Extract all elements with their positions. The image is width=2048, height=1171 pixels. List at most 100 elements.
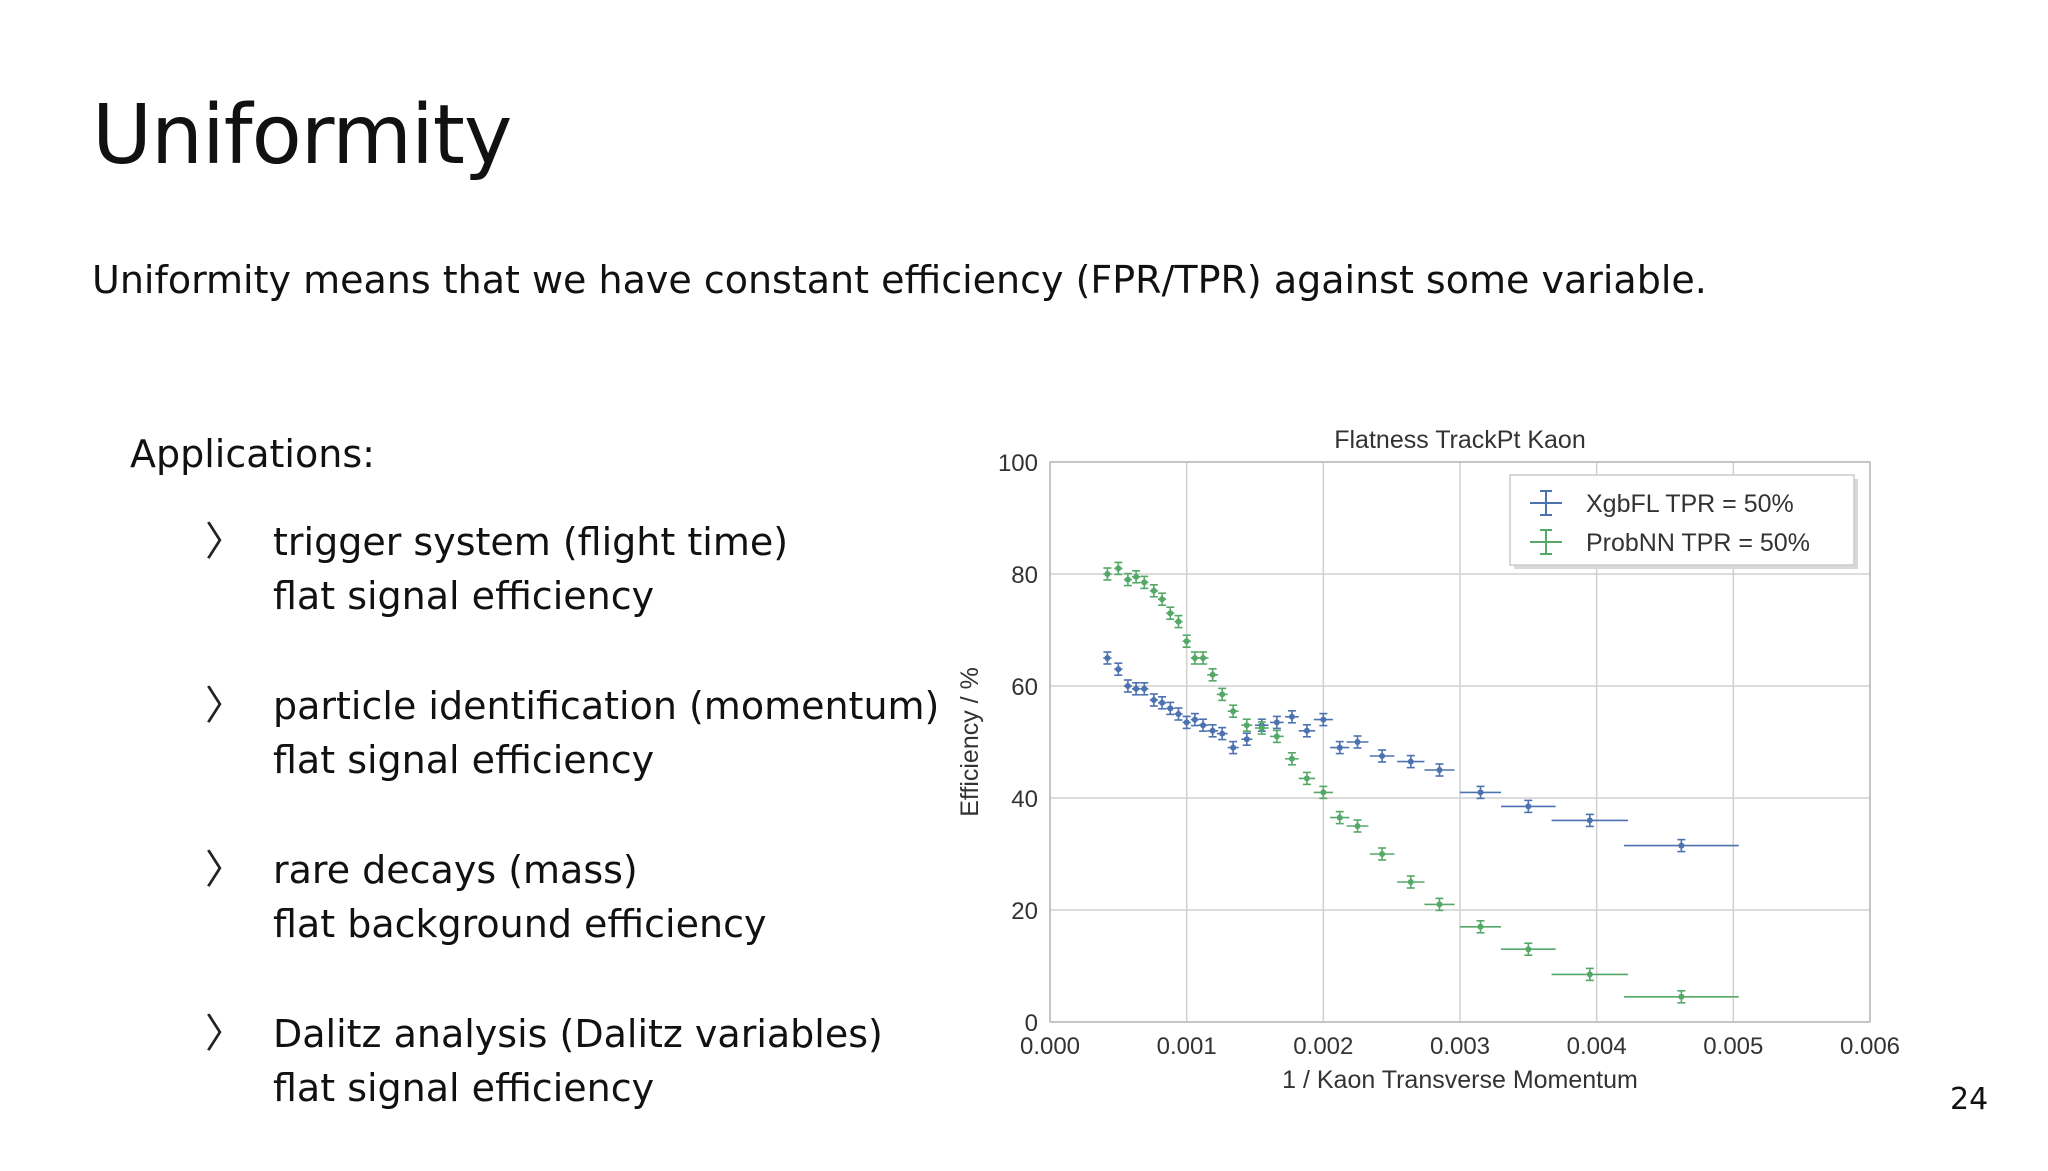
data-point xyxy=(1551,967,1629,982)
data-point xyxy=(1103,567,1112,581)
data-point xyxy=(1270,729,1284,744)
data-point xyxy=(1166,606,1175,620)
application-name: trigger system (flight time) xyxy=(273,520,789,564)
flatness-chart: Flatness TrackPt Kaon 0 20 40 60 80 100 0.000… xyxy=(956,426,1900,1094)
data-point xyxy=(1298,723,1316,738)
data-point xyxy=(1207,668,1219,682)
data-point xyxy=(1197,651,1209,665)
page-number: 24 xyxy=(1950,1082,1989,1117)
x-tick-label: 0.006 xyxy=(1840,1033,1900,1060)
data-point xyxy=(1270,715,1284,730)
data-point xyxy=(1216,687,1228,702)
chevron-right-icon: 〉 xyxy=(205,1011,245,1057)
y-tick-label: 0 xyxy=(1025,1010,1038,1037)
y-tick-label: 60 xyxy=(1011,674,1038,701)
application-name: Dalitz analysis (Dalitz variables) xyxy=(273,1012,883,1056)
y-axis-label: Efficiency / % xyxy=(956,667,984,817)
data-point xyxy=(1346,735,1369,749)
data-point xyxy=(1285,709,1299,724)
data-point xyxy=(1330,740,1350,755)
list-item: 〉 Dalitz analysis (Dalitz variables) fla… xyxy=(205,1007,939,1115)
legend-marker-xgbfl xyxy=(1530,490,1562,516)
data-point xyxy=(1207,723,1219,738)
data-point xyxy=(1227,740,1239,755)
data-point xyxy=(1298,771,1316,786)
y-tick-label: 20 xyxy=(1011,898,1038,925)
data-point xyxy=(1190,712,1199,727)
data-point xyxy=(1313,712,1333,727)
data-point xyxy=(1501,799,1556,814)
series-xgbfl xyxy=(1103,651,1739,853)
y-tick-label: 40 xyxy=(1011,786,1038,813)
application-detail: flat signal efficiency xyxy=(273,574,655,618)
applications-heading: Applications: xyxy=(130,432,375,476)
x-tick-label: 0.004 xyxy=(1567,1033,1627,1060)
chart-title: Flatness TrackPt Kaon xyxy=(1334,426,1586,454)
y-tick-label: 80 xyxy=(1011,562,1038,589)
data-point xyxy=(1216,726,1228,741)
data-point xyxy=(1285,751,1299,766)
chevron-right-icon: 〉 xyxy=(205,847,245,893)
data-point xyxy=(1241,732,1253,747)
data-point xyxy=(1114,662,1123,676)
x-axis-ticks: 0.000 0.001 0.002 0.003 0.004 0.005 0.006 xyxy=(1020,1033,1900,1060)
legend-label-probnn: ProbNN TPR = 50% xyxy=(1586,529,1810,557)
data-point xyxy=(1132,570,1141,584)
data-point xyxy=(1140,575,1149,590)
chart-legend: XgbFL TPR = 50% ProbNN TPR = 50% xyxy=(1509,474,1858,569)
data-point xyxy=(1501,942,1556,957)
series-probnn xyxy=(1103,561,1739,1004)
data-point xyxy=(1551,813,1629,828)
data-point xyxy=(1330,810,1350,825)
slide-title: Uniformity xyxy=(92,88,512,183)
data-point xyxy=(1103,651,1112,665)
data-point xyxy=(1369,847,1395,861)
data-point xyxy=(1149,584,1158,598)
x-tick-label: 0.000 xyxy=(1020,1033,1080,1060)
data-point xyxy=(1397,875,1425,889)
data-point xyxy=(1227,704,1239,719)
data-point xyxy=(1140,681,1149,696)
list-item: 〉 trigger system (flight time) flat sign… xyxy=(205,515,939,623)
application-detail: flat signal efficiency xyxy=(273,1066,655,1110)
data-point xyxy=(1157,695,1167,710)
data-point xyxy=(1123,572,1132,587)
data-point xyxy=(1132,681,1141,696)
data-point xyxy=(1460,785,1501,800)
data-point xyxy=(1197,718,1209,733)
data-point xyxy=(1241,718,1253,733)
application-detail: flat signal efficiency xyxy=(273,738,655,782)
slide-subtitle: Uniformity means that we have constant e… xyxy=(92,258,1707,302)
data-points xyxy=(1103,561,1739,1004)
x-tick-label: 0.005 xyxy=(1703,1033,1763,1060)
data-point xyxy=(1255,721,1269,735)
data-point xyxy=(1123,679,1132,693)
data-point xyxy=(1174,614,1183,629)
list-item: 〉 rare decays (mass) flat background eff… xyxy=(205,843,939,951)
data-point xyxy=(1397,754,1425,769)
data-point xyxy=(1369,749,1395,763)
data-point xyxy=(1313,785,1333,800)
y-axis-ticks: 0 20 40 60 80 100 xyxy=(998,450,1038,1037)
data-point xyxy=(1346,819,1369,833)
data-point xyxy=(1182,715,1191,730)
chevron-right-icon: 〉 xyxy=(205,519,245,565)
plot-area xyxy=(1049,461,1871,1023)
legend-box xyxy=(1509,474,1855,566)
applications-list: 〉 trigger system (flight time) flat sign… xyxy=(205,515,939,1171)
chevron-right-icon: 〉 xyxy=(205,683,245,729)
data-point xyxy=(1114,561,1123,576)
data-point xyxy=(1157,592,1167,606)
data-point xyxy=(1174,707,1183,721)
data-point xyxy=(1624,989,1739,1004)
data-point xyxy=(1190,651,1199,665)
list-item: 〉 particle identification (momentum) fla… xyxy=(205,679,939,787)
x-tick-label: 0.003 xyxy=(1430,1033,1490,1060)
data-point xyxy=(1424,763,1455,777)
x-axis-label: 1 / Kaon Transverse Momentum xyxy=(1282,1066,1638,1094)
x-tick-label: 0.001 xyxy=(1157,1033,1217,1060)
y-tick-label: 100 xyxy=(998,450,1038,477)
legend-label-xgbfl: XgbFL TPR = 50% xyxy=(1586,490,1794,518)
x-tick-label: 0.002 xyxy=(1293,1033,1353,1060)
data-point xyxy=(1624,838,1739,853)
